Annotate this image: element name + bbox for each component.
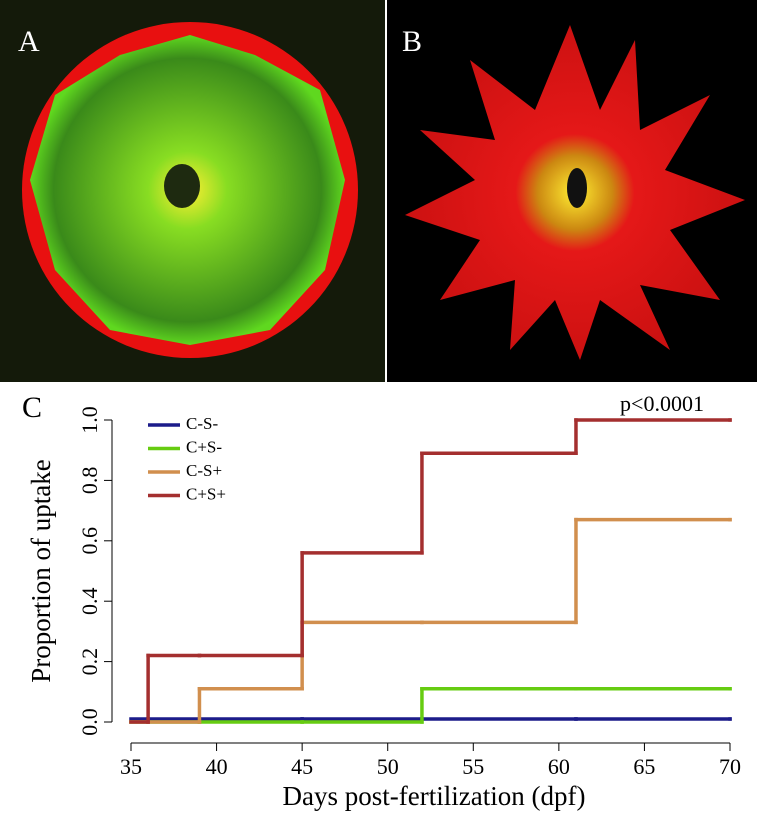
y-tick-label: 0.0 <box>77 708 102 736</box>
annotation: p<0.0001 <box>620 391 704 416</box>
y-tick-label: 0.8 <box>77 467 102 495</box>
x-tick-label: 40 <box>206 754 228 779</box>
legend-label: C-S+ <box>186 461 222 480</box>
x-tick-label: 55 <box>462 754 484 779</box>
legend-label: C+S+ <box>186 484 226 503</box>
x-tick-label: 35 <box>120 754 142 779</box>
image-b <box>387 0 757 382</box>
x-tick-label: 45 <box>291 754 313 779</box>
x-axis-label: Days post-fertilization (dpf) <box>283 781 586 811</box>
x-tick-label: 65 <box>633 754 655 779</box>
figure: A B C p<0.0001 Days post-fertilization (… <box>0 0 757 814</box>
legend-label: C-S- <box>186 414 218 433</box>
legend-label: C+S- <box>186 437 222 456</box>
panel-label: C <box>22 391 42 424</box>
y-tick-label: 0.2 <box>77 648 102 676</box>
y-tick-label: 0.6 <box>77 527 102 555</box>
y-tick-label: 0.4 <box>77 587 102 615</box>
y-axis-label: Proportion of uptake <box>26 459 56 682</box>
y-tick-label: 1.0 <box>77 406 102 434</box>
panel-label: B <box>402 25 422 58</box>
x-tick-label: 50 <box>377 754 399 779</box>
x-tick-label: 60 <box>548 754 570 779</box>
x-tick-label: 70 <box>719 754 741 779</box>
image-a <box>0 0 385 382</box>
panel-label: A <box>18 25 40 58</box>
